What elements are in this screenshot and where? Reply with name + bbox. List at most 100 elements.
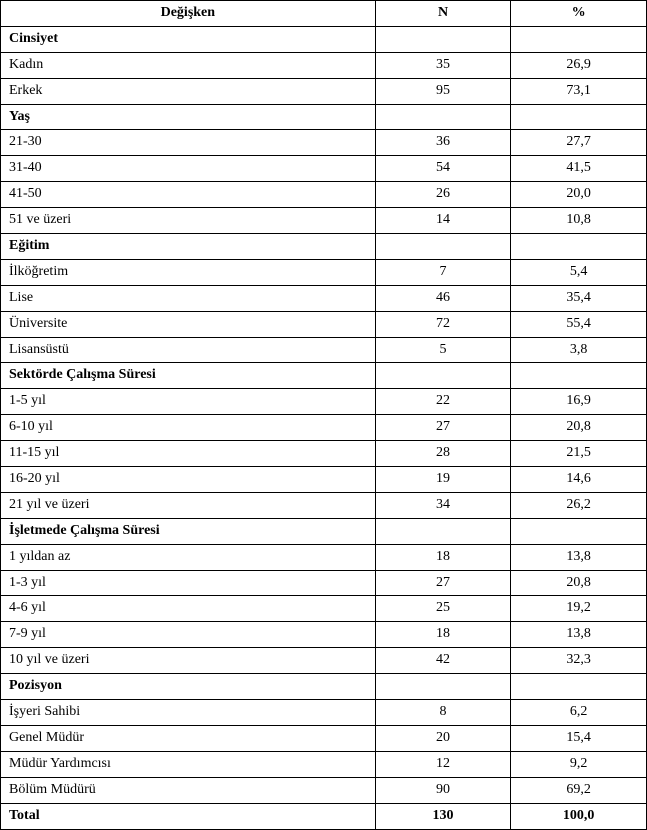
table-row: 1-5 yıl2216,9	[1, 389, 647, 415]
row-label: 1 yıldan az	[1, 544, 376, 570]
row-n: 95	[375, 78, 511, 104]
section-pct-empty	[511, 104, 647, 130]
row-n: 5	[375, 337, 511, 363]
row-n: 18	[375, 544, 511, 570]
section-n-empty	[375, 674, 511, 700]
row-n: 36	[375, 130, 511, 156]
row-pct: 26,9	[511, 52, 647, 78]
table-row: 10 yıl ve üzeri4232,3	[1, 648, 647, 674]
row-pct: 6,2	[511, 700, 647, 726]
row-pct: 14,6	[511, 467, 647, 493]
row-n: 28	[375, 441, 511, 467]
table-row: 1 yıldan az1813,8	[1, 544, 647, 570]
demographics-table: Değişken N % CinsiyetKadın3526,9Erkek957…	[0, 0, 647, 830]
total-n: 130	[375, 803, 511, 829]
row-label: 10 yıl ve üzeri	[1, 648, 376, 674]
row-pct: 21,5	[511, 441, 647, 467]
section-row: Yaş	[1, 104, 647, 130]
table-row: 51 ve üzeri1410,8	[1, 208, 647, 234]
row-label: Müdür Yardımcısı	[1, 751, 376, 777]
row-label: 41-50	[1, 182, 376, 208]
row-label: 21-30	[1, 130, 376, 156]
section-row: Eğitim	[1, 234, 647, 260]
table-row: 16-20 yıl1914,6	[1, 467, 647, 493]
row-pct: 69,2	[511, 777, 647, 803]
section-row: Cinsiyet	[1, 26, 647, 52]
section-pct-empty	[511, 26, 647, 52]
table-row: 7-9 yıl1813,8	[1, 622, 647, 648]
row-label: Üniversite	[1, 311, 376, 337]
table-row: Bölüm Müdürü9069,2	[1, 777, 647, 803]
row-label: 1-3 yıl	[1, 570, 376, 596]
table-row: İşyeri Sahibi86,2	[1, 700, 647, 726]
row-pct: 9,2	[511, 751, 647, 777]
table-row: Genel Müdür2015,4	[1, 725, 647, 751]
row-pct: 73,1	[511, 78, 647, 104]
row-pct: 20,0	[511, 182, 647, 208]
section-title: Yaş	[1, 104, 376, 130]
table-header-row: Değişken N %	[1, 1, 647, 27]
section-title: Eğitim	[1, 234, 376, 260]
row-label: 4-6 yıl	[1, 596, 376, 622]
table-row: Lisansüstü53,8	[1, 337, 647, 363]
table-row: Lise4635,4	[1, 285, 647, 311]
col-header-pct: %	[511, 1, 647, 27]
col-header-variable: Değişken	[1, 1, 376, 27]
table-row: 6-10 yıl2720,8	[1, 415, 647, 441]
table-row: İlköğretim75,4	[1, 259, 647, 285]
row-n: 27	[375, 415, 511, 441]
total-row: Total130100,0	[1, 803, 647, 829]
table-row: 21-303627,7	[1, 130, 647, 156]
section-n-empty	[375, 518, 511, 544]
row-n: 90	[375, 777, 511, 803]
row-pct: 13,8	[511, 544, 647, 570]
row-label: İlköğretim	[1, 259, 376, 285]
section-pct-empty	[511, 674, 647, 700]
row-n: 20	[375, 725, 511, 751]
row-pct: 41,5	[511, 156, 647, 182]
row-pct: 19,2	[511, 596, 647, 622]
row-pct: 55,4	[511, 311, 647, 337]
section-n-empty	[375, 234, 511, 260]
row-n: 22	[375, 389, 511, 415]
row-pct: 20,8	[511, 415, 647, 441]
table-row: 1-3 yıl2720,8	[1, 570, 647, 596]
total-pct: 100,0	[511, 803, 647, 829]
row-pct: 5,4	[511, 259, 647, 285]
row-label: Erkek	[1, 78, 376, 104]
row-n: 7	[375, 259, 511, 285]
section-title: Pozisyon	[1, 674, 376, 700]
row-label: Lise	[1, 285, 376, 311]
table-row: 4-6 yıl2519,2	[1, 596, 647, 622]
total-label: Total	[1, 803, 376, 829]
row-n: 34	[375, 492, 511, 518]
row-n: 12	[375, 751, 511, 777]
row-pct: 32,3	[511, 648, 647, 674]
row-pct: 16,9	[511, 389, 647, 415]
row-label: 21 yıl ve üzeri	[1, 492, 376, 518]
row-label: Kadın	[1, 52, 376, 78]
row-n: 35	[375, 52, 511, 78]
row-n: 18	[375, 622, 511, 648]
section-n-empty	[375, 26, 511, 52]
row-label: 1-5 yıl	[1, 389, 376, 415]
row-n: 42	[375, 648, 511, 674]
row-label: Genel Müdür	[1, 725, 376, 751]
row-n: 25	[375, 596, 511, 622]
section-row: Sektörde Çalışma Süresi	[1, 363, 647, 389]
row-pct: 20,8	[511, 570, 647, 596]
section-row: İşletmede Çalışma Süresi	[1, 518, 647, 544]
section-pct-empty	[511, 518, 647, 544]
row-label: Lisansüstü	[1, 337, 376, 363]
row-n: 14	[375, 208, 511, 234]
row-n: 72	[375, 311, 511, 337]
row-label: 11-15 yıl	[1, 441, 376, 467]
row-label: 6-10 yıl	[1, 415, 376, 441]
col-header-n: N	[375, 1, 511, 27]
table-row: 11-15 yıl2821,5	[1, 441, 647, 467]
row-n: 8	[375, 700, 511, 726]
row-label: 51 ve üzeri	[1, 208, 376, 234]
section-title: Cinsiyet	[1, 26, 376, 52]
section-n-empty	[375, 363, 511, 389]
table-row: 41-502620,0	[1, 182, 647, 208]
